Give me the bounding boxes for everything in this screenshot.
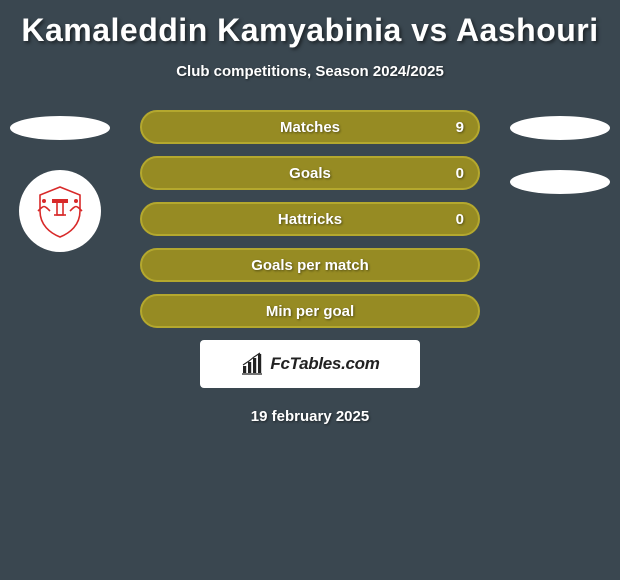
player-right-column	[500, 110, 620, 194]
stat-label: Goals	[289, 165, 331, 182]
stat-bar: Hattricks 0	[140, 202, 480, 236]
stat-bar: Goals per match	[140, 248, 480, 282]
stat-value: 9	[456, 119, 464, 136]
stat-bar: Min per goal	[140, 294, 480, 328]
stat-label: Hattricks	[278, 211, 342, 228]
comparison-content: Matches 9 Goals 0 Hattricks 0 Goals per match M…	[0, 110, 620, 425]
stat-label: Matches	[280, 119, 340, 136]
brand-text: FcTables.com	[270, 354, 379, 374]
player-left-column	[0, 110, 120, 252]
stat-label: Min per goal	[266, 303, 354, 320]
stat-bar: Goals 0	[140, 156, 480, 190]
club-crest-icon	[30, 181, 90, 241]
club-badge-left	[19, 170, 101, 252]
player-right-secondary-pill	[510, 170, 610, 194]
player-right-name-pill	[510, 116, 610, 140]
subtitle: Club competitions, Season 2024/2025	[0, 63, 620, 80]
stats-bars: Matches 9 Goals 0 Hattricks 0 Goals per match M…	[140, 110, 480, 328]
stat-bar: Matches 9	[140, 110, 480, 144]
bar-chart-icon	[240, 352, 264, 376]
page-title: Kamaleddin Kamyabinia vs Aashouri	[0, 0, 620, 49]
brand-box: FcTables.com	[200, 340, 420, 388]
stat-label: Goals per match	[251, 257, 369, 274]
stat-value: 0	[456, 211, 464, 228]
stat-value: 0	[456, 165, 464, 182]
player-left-name-pill	[10, 116, 110, 140]
date-label: 19 february 2025	[0, 408, 620, 425]
